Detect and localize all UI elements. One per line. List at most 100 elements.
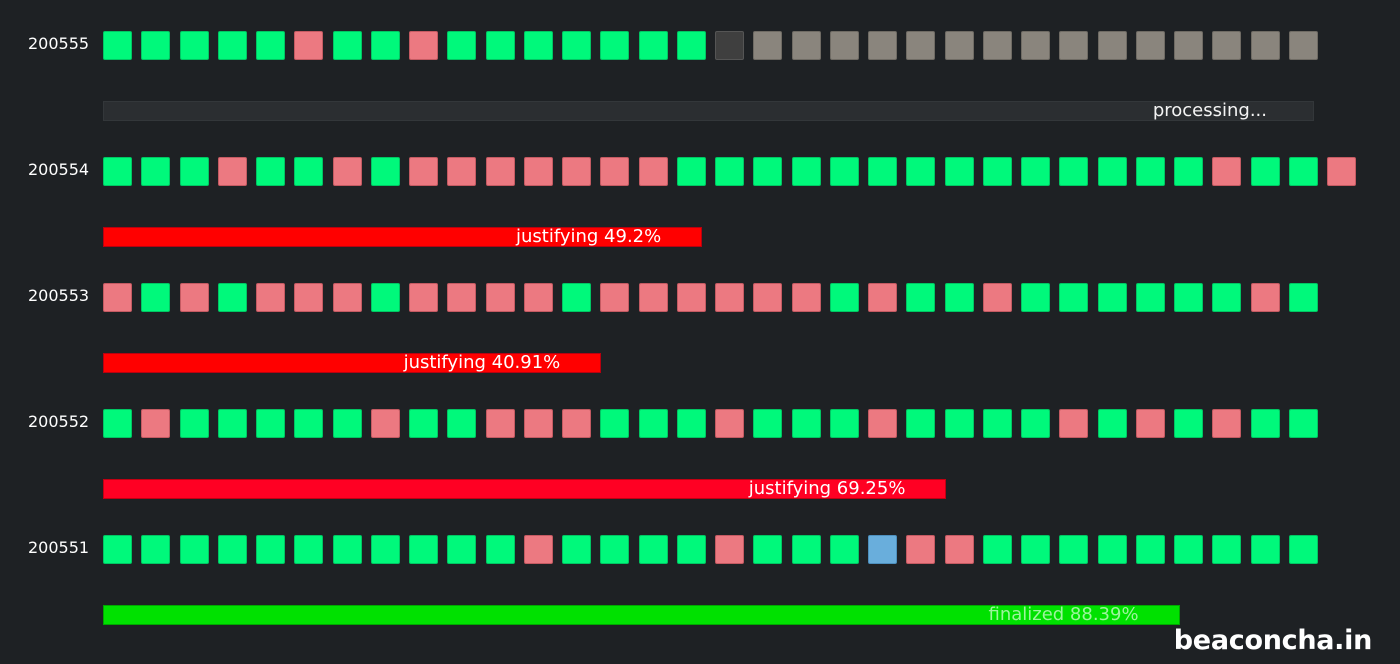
slot-missed[interactable] (677, 283, 706, 312)
slot-proposed[interactable] (792, 535, 821, 564)
slot-missed[interactable] (486, 157, 515, 186)
slot-proposed[interactable] (1021, 283, 1050, 312)
slot-proposed[interactable] (486, 535, 515, 564)
slot-proposed[interactable] (180, 157, 209, 186)
slot-scheduled[interactable] (1136, 31, 1165, 60)
slot-missed[interactable] (906, 535, 935, 564)
slot-proposed[interactable] (524, 31, 553, 60)
slot-proposed[interactable] (1289, 535, 1318, 564)
slot-missed[interactable] (600, 157, 629, 186)
slot-proposed[interactable] (600, 535, 629, 564)
slot-proposed[interactable] (256, 157, 285, 186)
slot-proposed[interactable] (1289, 157, 1318, 186)
slot-proposed[interactable] (1021, 157, 1050, 186)
slot-proposed[interactable] (1174, 157, 1203, 186)
slot-scheduled[interactable] (868, 31, 897, 60)
slot-proposed[interactable] (103, 157, 132, 186)
slot-missed[interactable] (409, 283, 438, 312)
slot-proposed[interactable] (371, 283, 400, 312)
slot-proposed[interactable] (639, 535, 668, 564)
slot-proposed[interactable] (677, 409, 706, 438)
slot-proposed[interactable] (830, 409, 859, 438)
slot-proposed[interactable] (945, 283, 974, 312)
slot-missed[interactable] (639, 157, 668, 186)
slot-proposed[interactable] (868, 157, 897, 186)
slot-missed[interactable] (1212, 157, 1241, 186)
slot-missed[interactable] (715, 283, 744, 312)
slot-proposed[interactable] (141, 157, 170, 186)
slot-proposed[interactable] (1021, 409, 1050, 438)
slot-missed[interactable] (486, 409, 515, 438)
slot-proposed[interactable] (1098, 283, 1127, 312)
slot-proposed[interactable] (180, 535, 209, 564)
slot-missed[interactable] (715, 535, 744, 564)
slot-scheduled[interactable] (1059, 31, 1088, 60)
slot-scheduled[interactable] (830, 31, 859, 60)
slot-proposed[interactable] (141, 535, 170, 564)
epoch-number-link[interactable]: 200553 (28, 286, 90, 305)
slot-scheduled[interactable] (1251, 31, 1280, 60)
slot-proposed[interactable] (562, 283, 591, 312)
slot-proposed[interactable] (256, 535, 285, 564)
slot-proposed[interactable] (715, 157, 744, 186)
slot-proposed[interactable] (1059, 283, 1088, 312)
slot-missed[interactable] (524, 409, 553, 438)
slot-missed[interactable] (639, 283, 668, 312)
slot-proposed[interactable] (1251, 535, 1280, 564)
slot-missed[interactable] (1251, 283, 1280, 312)
slot-proposed[interactable] (447, 31, 476, 60)
slot-proposed[interactable] (294, 409, 323, 438)
slot-scheduled[interactable] (906, 31, 935, 60)
slot-proposed[interactable] (218, 283, 247, 312)
slot-proposed[interactable] (1098, 409, 1127, 438)
slot-missed[interactable] (562, 409, 591, 438)
slot-missed[interactable] (409, 157, 438, 186)
slot-proposed[interactable] (294, 535, 323, 564)
slot-missed[interactable] (715, 409, 744, 438)
slot-proposed[interactable] (447, 535, 476, 564)
slot-missed[interactable] (294, 283, 323, 312)
slot-proposed[interactable] (1059, 535, 1088, 564)
epoch-number-link[interactable]: 200555 (28, 34, 90, 53)
slot-proposed[interactable] (486, 31, 515, 60)
slot-proposed[interactable] (1251, 409, 1280, 438)
slot-proposed[interactable] (906, 409, 935, 438)
slot-proposed[interactable] (830, 283, 859, 312)
slot-missed[interactable] (333, 157, 362, 186)
slot-current[interactable] (715, 31, 744, 60)
slot-missed[interactable] (524, 157, 553, 186)
slot-proposed[interactable] (830, 157, 859, 186)
slot-missed[interactable] (868, 283, 897, 312)
slot-proposed[interactable] (792, 157, 821, 186)
slot-orphaned[interactable] (868, 535, 897, 564)
slot-proposed[interactable] (256, 31, 285, 60)
slot-proposed[interactable] (1136, 283, 1165, 312)
slot-missed[interactable] (1327, 157, 1356, 186)
slot-proposed[interactable] (600, 31, 629, 60)
slot-proposed[interactable] (180, 409, 209, 438)
slot-proposed[interactable] (1059, 157, 1088, 186)
slot-proposed[interactable] (1289, 409, 1318, 438)
slot-proposed[interactable] (906, 283, 935, 312)
slot-missed[interactable] (792, 283, 821, 312)
slot-scheduled[interactable] (753, 31, 782, 60)
slot-missed[interactable] (983, 283, 1012, 312)
slot-scheduled[interactable] (983, 31, 1012, 60)
slot-missed[interactable] (562, 157, 591, 186)
slot-proposed[interactable] (1136, 157, 1165, 186)
slot-proposed[interactable] (103, 31, 132, 60)
slot-proposed[interactable] (180, 31, 209, 60)
slot-proposed[interactable] (983, 535, 1012, 564)
slot-missed[interactable] (868, 409, 897, 438)
slot-proposed[interactable] (1098, 535, 1127, 564)
slot-proposed[interactable] (1251, 157, 1280, 186)
slot-proposed[interactable] (371, 31, 400, 60)
slot-proposed[interactable] (753, 157, 782, 186)
slot-missed[interactable] (409, 31, 438, 60)
slot-proposed[interactable] (639, 409, 668, 438)
slot-proposed[interactable] (141, 31, 170, 60)
slot-proposed[interactable] (218, 31, 247, 60)
slot-missed[interactable] (141, 409, 170, 438)
slot-proposed[interactable] (945, 157, 974, 186)
slot-missed[interactable] (753, 283, 782, 312)
